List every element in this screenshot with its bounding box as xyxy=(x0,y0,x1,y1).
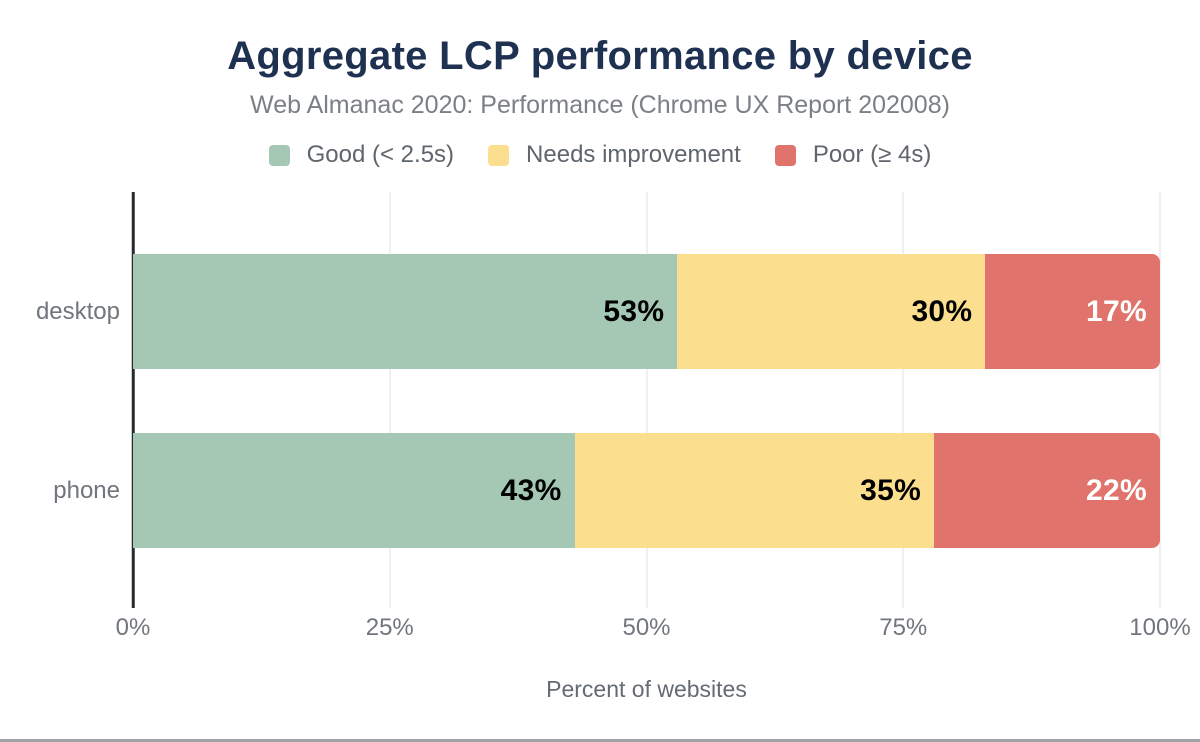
y-axis-line xyxy=(131,192,135,608)
chart-title: Aggregate LCP performance by device xyxy=(227,34,973,78)
bar-segment-phone-2: 22% xyxy=(934,433,1160,548)
legend-swatch-icon xyxy=(268,144,290,166)
x-tick-label-50: 50% xyxy=(622,614,671,641)
legend: Good (< 2.5s) Needs improvement Poor (≥ 4s… xyxy=(0,141,1200,169)
bar-segment-phone-0: 43% xyxy=(133,433,575,548)
legend-label: Poor (≥ 4s) xyxy=(812,141,932,168)
legend-item-1: Needs improvement xyxy=(488,141,741,169)
gridline-100 xyxy=(1159,192,1161,608)
bar-value-label: 17% xyxy=(1086,294,1147,328)
chart-subtitle: Web Almanac 2020: Performance (Chrome UX… xyxy=(250,91,950,119)
bar-value-label: 35% xyxy=(860,473,922,507)
legend-label: Good (< 2.5s) xyxy=(306,141,455,168)
bar-segment-desktop-1: 30% xyxy=(677,254,986,369)
legend-swatch-icon xyxy=(488,144,510,166)
bar-segment-phone-1: 35% xyxy=(574,433,935,548)
bar-segment-desktop-0: 53% xyxy=(133,254,678,369)
y-category-label-desktop: desktop xyxy=(35,297,120,325)
legend-item-2: Poor (≥ 4s) xyxy=(774,141,932,169)
bar-value-label: 22% xyxy=(1086,473,1147,507)
bar-row-phone: phone 43% 35% 22% xyxy=(53,433,1160,548)
legend-item-0: Good (< 2.5s) xyxy=(268,141,455,169)
gridline-50 xyxy=(645,192,648,608)
bar-row-desktop: desktop 53% 30% 17% xyxy=(36,254,1160,369)
legend-label: Needs improvement xyxy=(526,141,741,168)
x-tick-label-0: 0% xyxy=(115,614,151,641)
bar-value-label: 53% xyxy=(603,294,665,328)
x-tick-label-100: 100% xyxy=(1129,614,1191,641)
x-tick-label-25: 25% xyxy=(365,614,414,641)
bar-value-label: 30% xyxy=(911,294,973,328)
bar-value-label: 43% xyxy=(500,473,562,507)
plot-area: 0% 25% 50% 75% 100% desktop 53% 30% 17% phone 43% 3… xyxy=(36,192,1191,641)
bar-segment-desktop-2: 17% xyxy=(985,254,1160,369)
y-category-label-phone: phone xyxy=(53,476,120,504)
x-tick-label-75: 75% xyxy=(879,614,928,641)
legend-swatch-icon xyxy=(774,144,796,166)
gridline-25 xyxy=(388,192,391,608)
gridline-75 xyxy=(902,192,905,608)
x-axis-title: Percent of websites xyxy=(546,676,747,702)
